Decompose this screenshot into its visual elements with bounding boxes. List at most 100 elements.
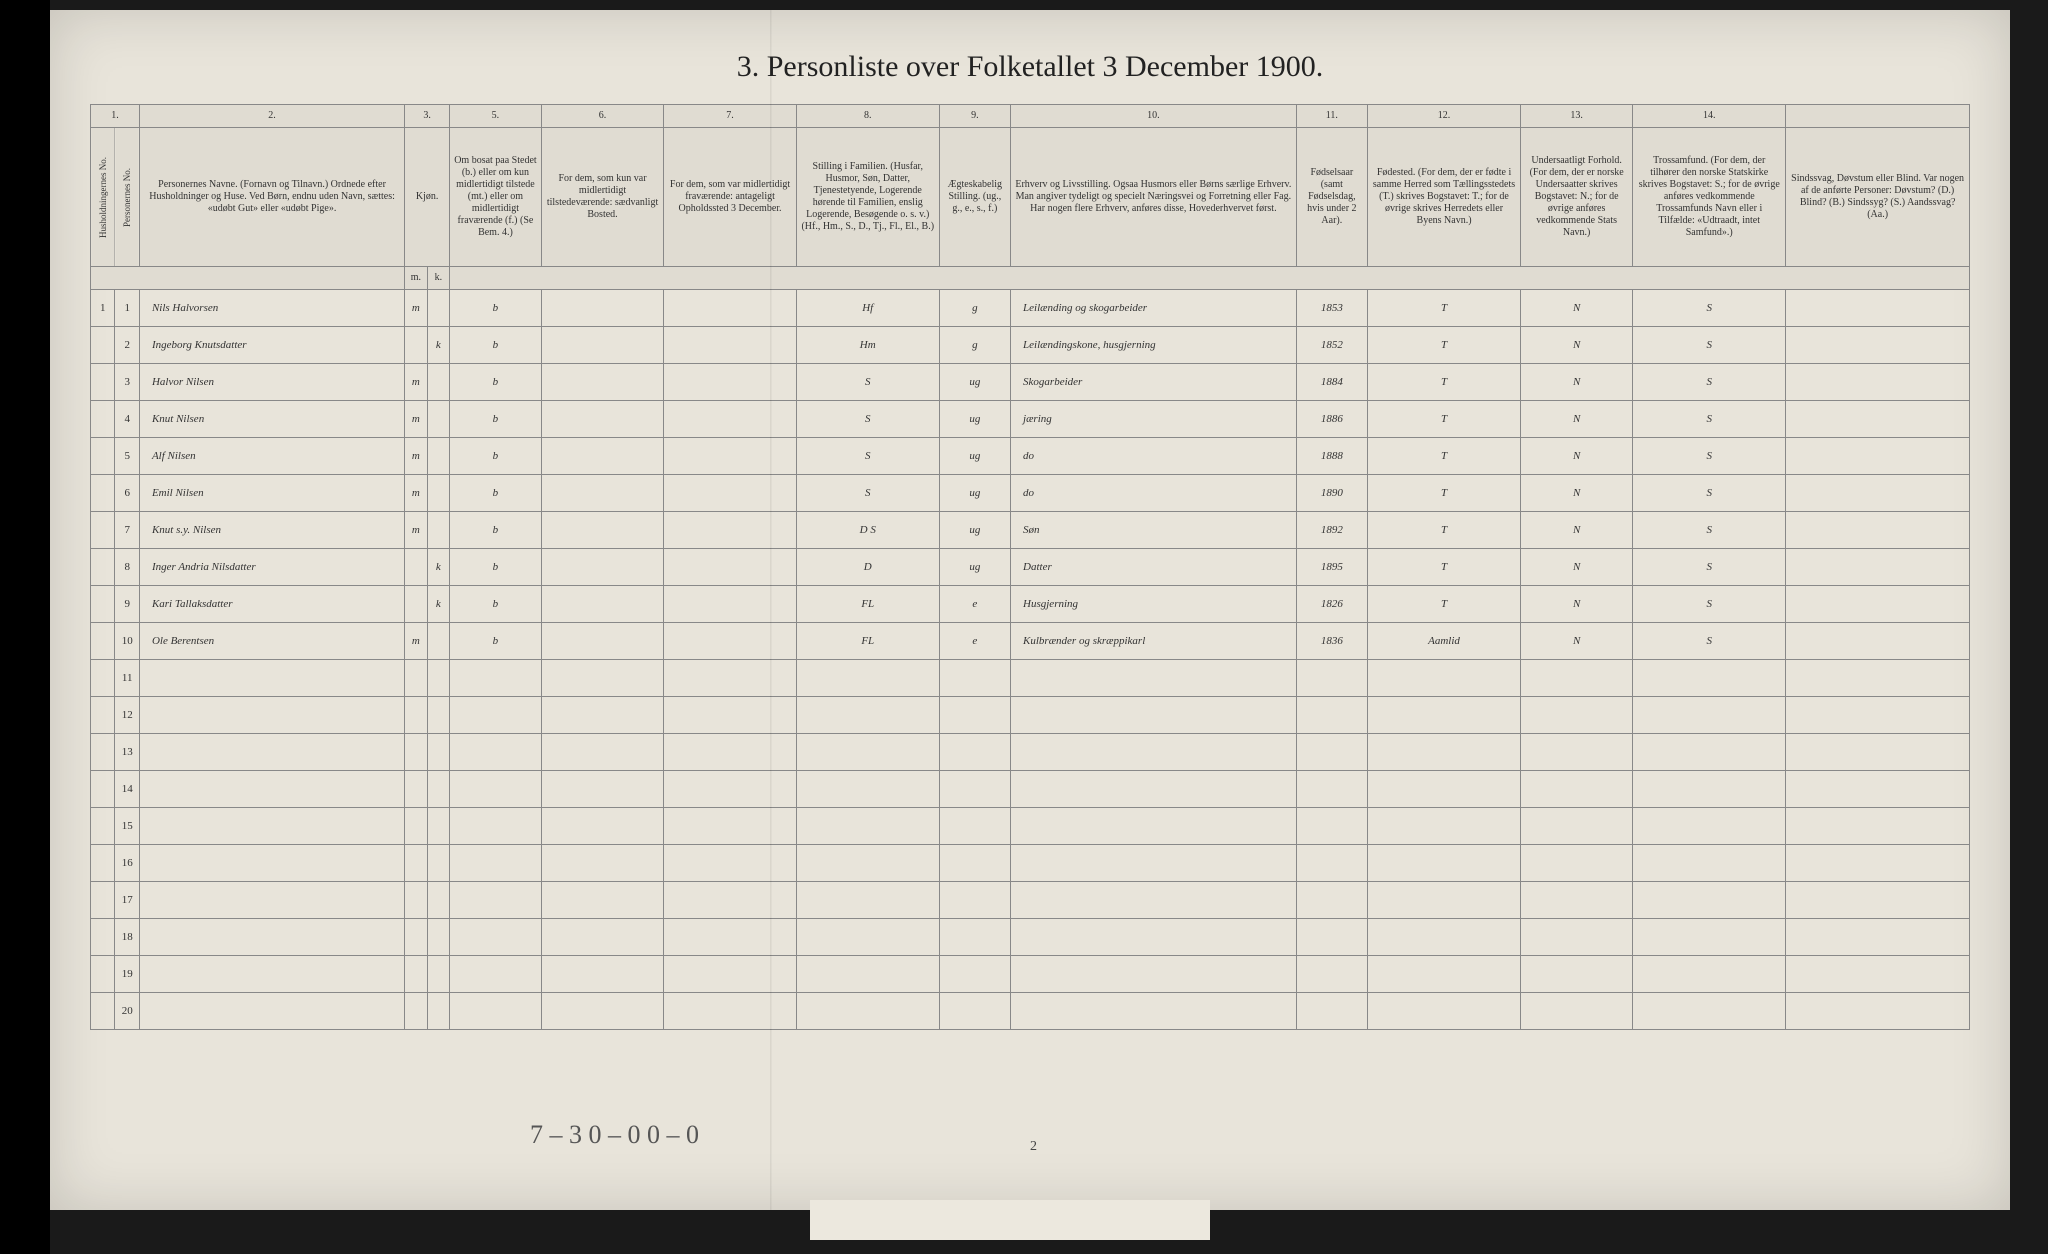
cell-mar: g <box>939 327 1010 364</box>
cell-empty <box>405 697 427 734</box>
cell-empty <box>1011 919 1297 956</box>
cell-empty <box>91 734 115 771</box>
cell-k <box>427 475 449 512</box>
cell-empty <box>1521 993 1633 1030</box>
cell-c6 <box>664 438 797 475</box>
cell-nat: N <box>1521 512 1633 549</box>
cell-k: k <box>427 327 449 364</box>
cell-empty <box>541 660 663 697</box>
cell-name: Nils Halvorsen <box>139 290 404 327</box>
cell-empty <box>91 882 115 919</box>
cell-occ: Leilænding og skogarbeider <box>1011 290 1297 327</box>
cell-name: Knut Nilsen <box>139 401 404 438</box>
cell-empty <box>1296 882 1367 919</box>
cell-name: Alf Nilsen <box>139 438 404 475</box>
cell-empty <box>1786 956 1970 993</box>
cell-empty <box>427 919 449 956</box>
cell-empty <box>1368 660 1521 697</box>
cell-empty <box>91 956 115 993</box>
cell-c14 <box>1786 549 1970 586</box>
cell-empty <box>1521 845 1633 882</box>
cell-empty <box>796 956 939 993</box>
cell-pno: 5 <box>115 438 139 475</box>
cell-hh <box>91 549 115 586</box>
cell-empty <box>139 808 404 845</box>
cell-m: m <box>405 401 427 438</box>
cell-birthplace: T <box>1368 438 1521 475</box>
cell-empty <box>541 993 663 1030</box>
cell-fam: S <box>796 438 939 475</box>
cell-pno: 10 <box>115 623 139 660</box>
cell-c5 <box>541 623 663 660</box>
cell-empty <box>1786 697 1970 734</box>
cell-occ: Kulbrænder og skræppikarl <box>1011 623 1297 660</box>
cell-empty <box>939 993 1010 1030</box>
cell-empty <box>1633 882 1786 919</box>
cell-pno: 9 <box>115 586 139 623</box>
cell-c6 <box>664 290 797 327</box>
cell-pno: 8 <box>115 549 139 586</box>
cell-empty <box>1633 771 1786 808</box>
cell-empty <box>939 734 1010 771</box>
cell-fam: S <box>796 475 939 512</box>
cell-k <box>427 364 449 401</box>
table-row-empty: 18 <box>91 919 1970 956</box>
cell-occ: Husgjerning <box>1011 586 1297 623</box>
cell-rel: S <box>1633 475 1786 512</box>
cell-occ: jæring <box>1011 401 1297 438</box>
cell-fam: FL <box>796 586 939 623</box>
cell-fam: D <box>796 549 939 586</box>
cell-empty <box>1368 697 1521 734</box>
colnum: 12. <box>1368 105 1521 128</box>
cell-c6 <box>664 623 797 660</box>
cell-nat: N <box>1521 327 1633 364</box>
cell-empty <box>1786 993 1970 1030</box>
binding-edge <box>0 0 50 1254</box>
cell-empty: 13 <box>115 734 139 771</box>
table-row-empty: 17 <box>91 882 1970 919</box>
cell-res: b <box>450 401 542 438</box>
cell-empty: 12 <box>115 697 139 734</box>
cell-empty <box>427 697 449 734</box>
cell-name: Halvor Nilsen <box>139 364 404 401</box>
cell-nat: N <box>1521 438 1633 475</box>
cell-empty <box>139 919 404 956</box>
cell-empty <box>450 882 542 919</box>
cell-m: m <box>405 364 427 401</box>
cell-empty <box>541 882 663 919</box>
page-number: 2 <box>1030 1139 1037 1155</box>
cell-empty <box>139 660 404 697</box>
cell-empty <box>91 808 115 845</box>
table-row: 7Knut s.y. NilsenmbD SugSøn1892TNS <box>91 512 1970 549</box>
cell-mar: ug <box>939 475 1010 512</box>
cell-occ: Søn <box>1011 512 1297 549</box>
cell-empty <box>541 956 663 993</box>
colnum: 14. <box>1633 105 1786 128</box>
cell-occ: do <box>1011 475 1297 512</box>
table-row: 8Inger Andria NilsdatterkbDugDatter1895T… <box>91 549 1970 586</box>
cell-empty <box>405 882 427 919</box>
table-row: 9Kari TallaksdatterkbFLeHusgjerning1826T… <box>91 586 1970 623</box>
cell-empty: 17 <box>115 882 139 919</box>
cell-empty: 11 <box>115 660 139 697</box>
cell-res: b <box>450 512 542 549</box>
cell-occ: Leilændingskone, husgjerning <box>1011 327 1297 364</box>
cell-empty <box>91 660 115 697</box>
cell-c6 <box>664 475 797 512</box>
cell-empty <box>939 882 1010 919</box>
cell-c14 <box>1786 475 1970 512</box>
cell-res: b <box>450 549 542 586</box>
cell-empty <box>1633 919 1786 956</box>
header-marital: Ægteskabelig Stilling. (ug., g., e., s.,… <box>939 128 1010 267</box>
cell-empty: 14 <box>115 771 139 808</box>
colnum: 3. <box>405 105 450 128</box>
cell-empty <box>1011 771 1297 808</box>
page-tab <box>810 1200 1210 1240</box>
header-religion: Trossamfund. (For dem, der tilhører den … <box>1633 128 1786 267</box>
cell-res: b <box>450 475 542 512</box>
cell-empty <box>1786 882 1970 919</box>
table-row-empty: 20 <box>91 993 1970 1030</box>
cell-c14 <box>1786 623 1970 660</box>
cell-empty <box>796 882 939 919</box>
table-body: 11Nils HalvorsenmbHfgLeilænding og skoga… <box>91 290 1970 1030</box>
